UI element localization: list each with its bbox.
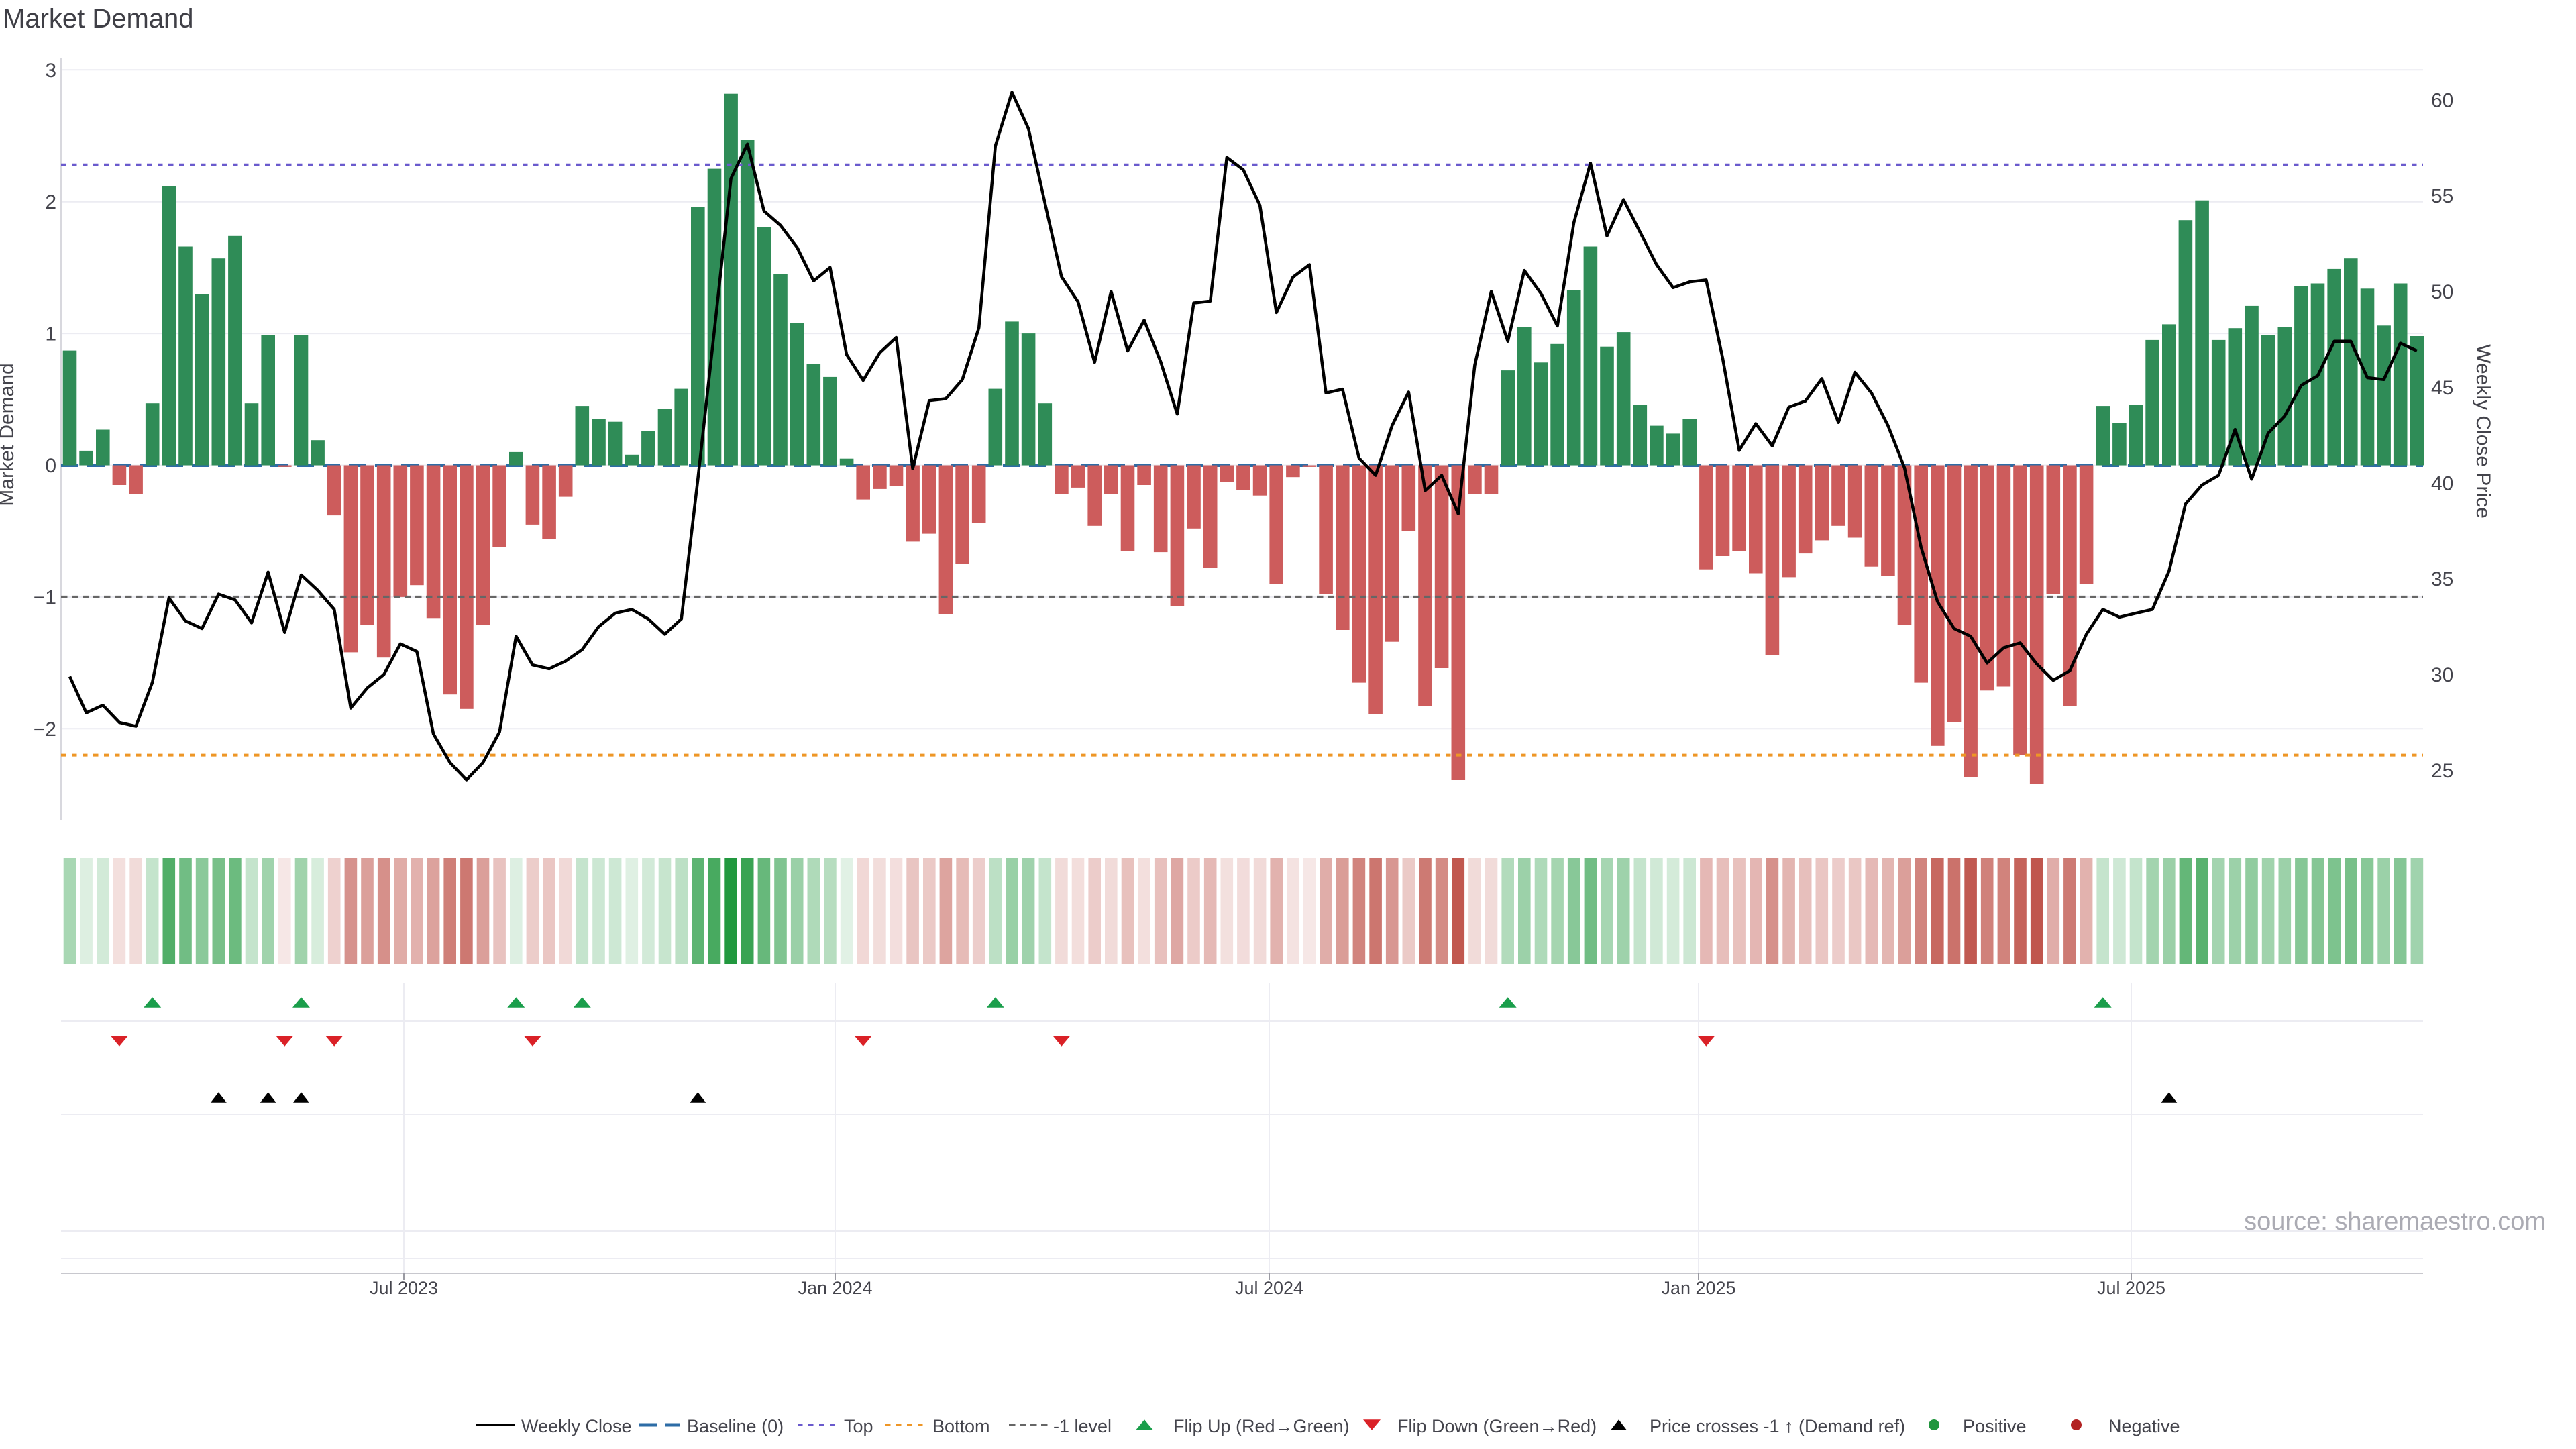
svg-text:source: sharemaestro.com: source: sharemaestro.com [2244,1208,2546,1236]
svg-text:Jul 2025: Jul 2025 [2097,1278,2165,1298]
svg-text:55: 55 [2431,185,2453,207]
svg-text:50: 50 [2431,281,2453,303]
svg-text:25: 25 [2431,760,2453,782]
svg-text:Market Demand: Market Demand [3,4,194,34]
svg-text:Flip Up (Red→Green): Flip Up (Red→Green) [1173,1416,1350,1436]
svg-text:−2: −2 [34,718,56,741]
svg-text:Jan 2025: Jan 2025 [1661,1278,1735,1298]
svg-text:40: 40 [2431,473,2453,495]
svg-text:Baseline (0): Baseline (0) [687,1416,784,1436]
svg-text:1: 1 [45,323,56,345]
svg-text:-1 level: -1 level [1053,1416,1112,1436]
svg-text:Top: Top [844,1416,873,1436]
svg-text:3: 3 [45,60,56,82]
svg-text:35: 35 [2431,568,2453,590]
svg-text:0: 0 [45,455,56,477]
svg-text:−1: −1 [34,586,56,608]
svg-text:Weekly Close Price: Weekly Close Price [2472,344,2494,519]
svg-text:Weekly Close: Weekly Close [521,1416,632,1436]
svg-text:Price crosses -1 ↑ (Demand ref: Price crosses -1 ↑ (Demand ref) [1650,1416,1905,1436]
svg-text:Positive: Positive [1963,1416,2027,1436]
svg-text:30: 30 [2431,664,2453,686]
svg-text:Negative: Negative [2108,1416,2180,1436]
svg-text:Jul 2023: Jul 2023 [370,1278,438,1298]
svg-text:Jan 2024: Jan 2024 [798,1278,872,1298]
svg-text:2: 2 [45,191,56,213]
svg-text:Jul 2024: Jul 2024 [1235,1278,1303,1298]
svg-text:60: 60 [2431,90,2453,112]
svg-text:Flip Down (Green→Red): Flip Down (Green→Red) [1397,1416,1597,1436]
svg-text:Market Demand: Market Demand [0,363,18,506]
svg-text:45: 45 [2431,377,2453,399]
svg-text:Bottom: Bottom [932,1416,990,1436]
